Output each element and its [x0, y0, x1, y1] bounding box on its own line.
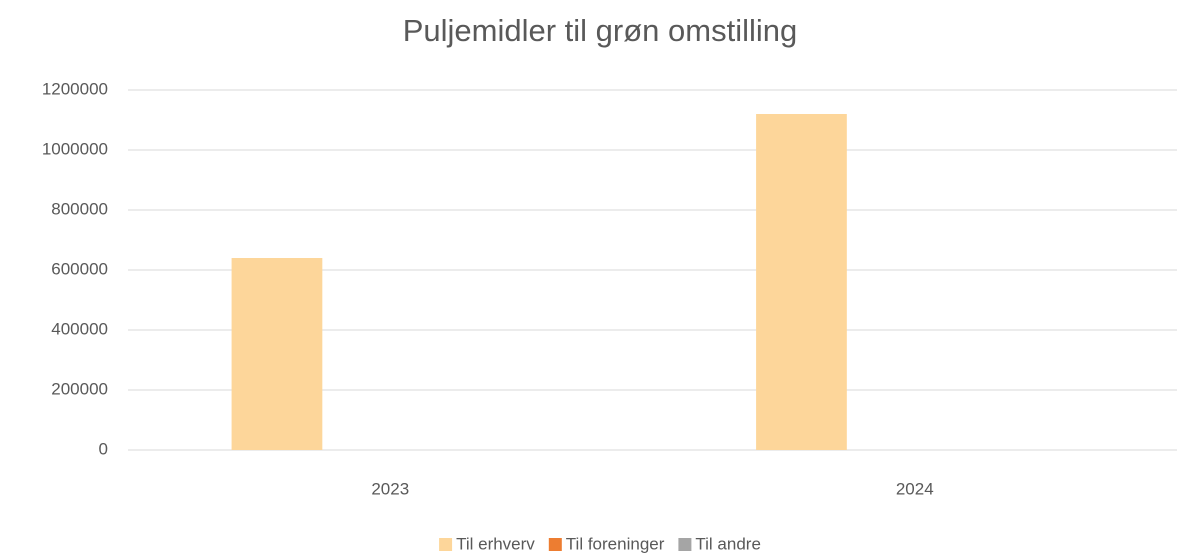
y-tick-label: 600000 [51, 259, 108, 278]
x-tick-label: 2023 [371, 479, 409, 498]
legend-label: Til foreninger [566, 534, 665, 553]
y-tick-label: 400000 [51, 319, 108, 338]
y-tick-label: 1200000 [42, 79, 108, 98]
chart-title: Puljemidler til grøn omstilling [403, 13, 798, 48]
y-tick-label: 800000 [51, 199, 108, 218]
legend-label: Til erhverv [456, 534, 535, 553]
y-tick-label: 1000000 [42, 139, 108, 158]
legend-swatch [439, 538, 453, 551]
x-tick-label: 2024 [896, 479, 934, 498]
legend: Til erhverv Til foreninger Til andre [439, 534, 761, 553]
y-tick-label: 0 [99, 439, 108, 458]
legend-swatch [678, 538, 692, 551]
y-tick-label: 200000 [51, 379, 108, 398]
bar [231, 258, 323, 450]
legend-swatch [548, 538, 562, 551]
bar [756, 114, 847, 450]
legend-label: Til andre [695, 534, 761, 553]
